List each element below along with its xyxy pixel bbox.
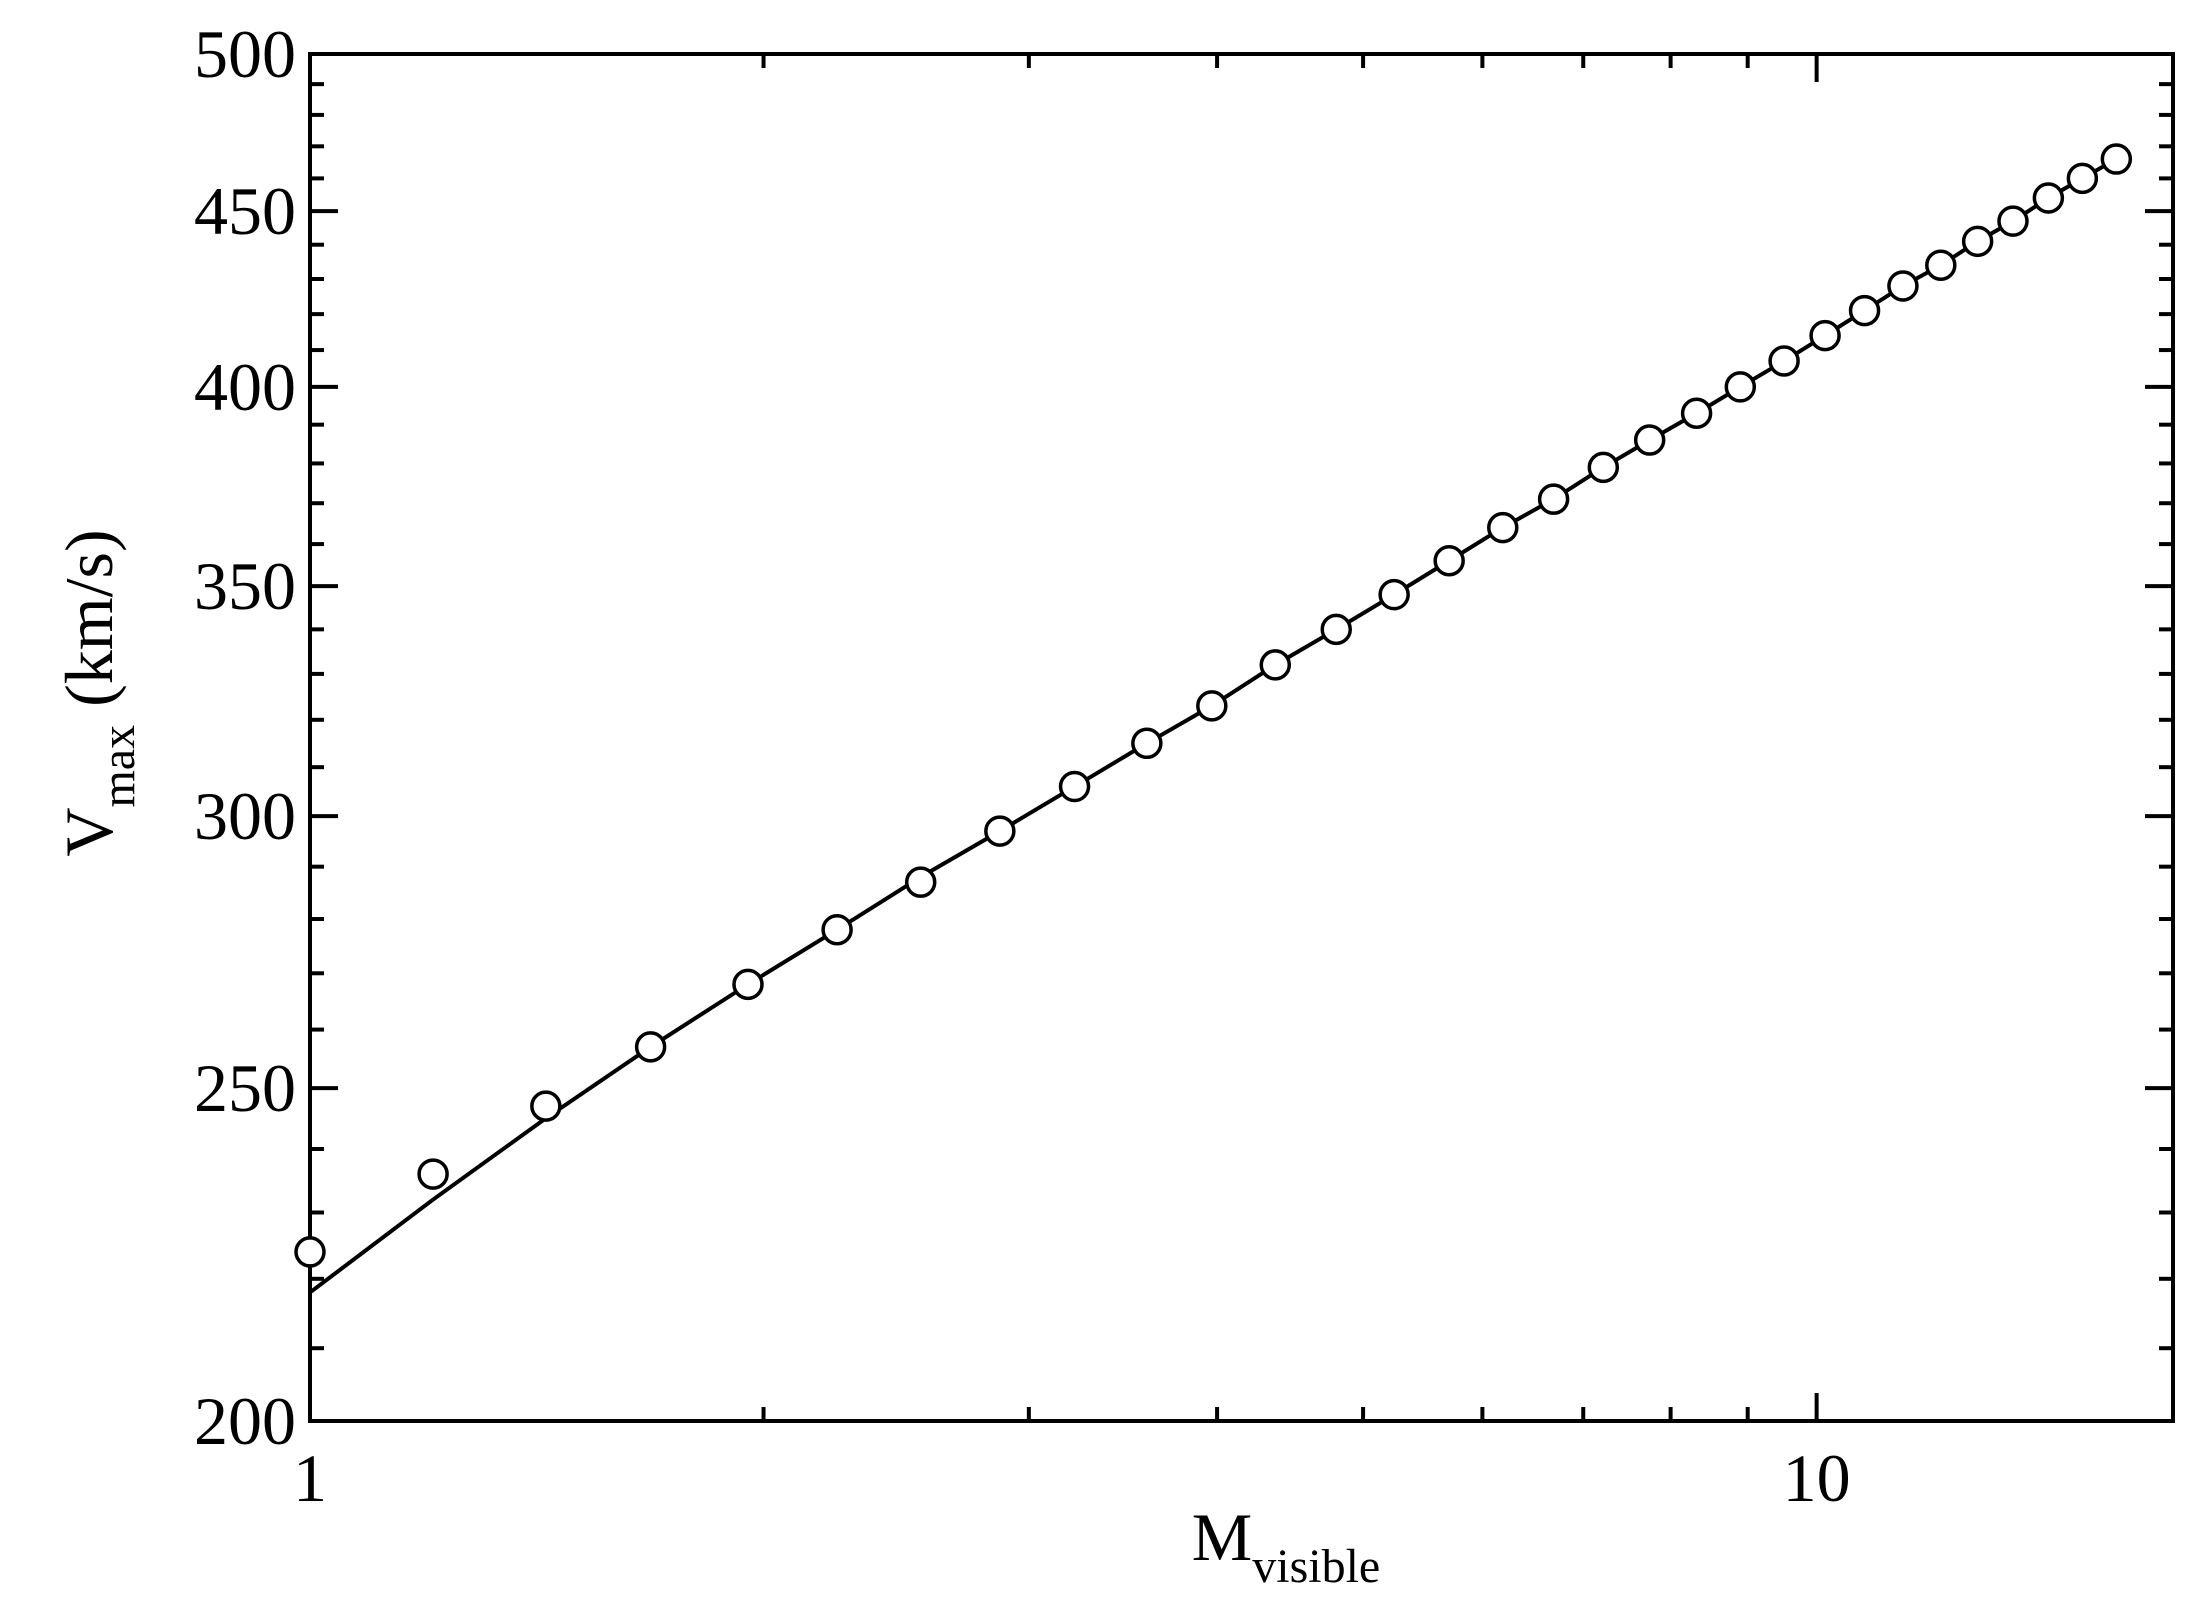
y-label-main: V	[51, 808, 127, 857]
data-point	[294, 1236, 326, 1268]
x-label-sub: visible	[1252, 1540, 1380, 1593]
x-tick-label: 10	[1783, 1440, 1851, 1516]
data-point	[1961, 225, 1994, 258]
data-point	[1196, 690, 1228, 722]
data-point	[417, 1158, 449, 1190]
x-tick-label: 1	[293, 1440, 327, 1516]
data-point	[1925, 249, 1957, 281]
data-point	[1487, 511, 1519, 544]
y-tick-label: 450	[194, 173, 296, 249]
y-tick-label: 300	[194, 778, 296, 854]
data-point	[1633, 424, 1666, 456]
data-point	[732, 968, 764, 1001]
data-point	[634, 1031, 667, 1063]
data-point	[1997, 205, 2029, 237]
data-point	[821, 913, 853, 946]
data-point	[2100, 143, 2133, 175]
data-point	[530, 1090, 562, 1122]
y-tick-label: 350	[194, 548, 296, 624]
data-point	[1259, 649, 1292, 681]
data-point	[1587, 451, 1620, 484]
data-point	[1809, 319, 1841, 352]
data-point	[1680, 397, 1713, 429]
data-point	[1887, 270, 1919, 302]
data-point	[1848, 294, 1881, 327]
data-point	[1378, 578, 1410, 611]
data-point	[1320, 613, 1352, 646]
x-axis-label: Mvisible	[1192, 1499, 1380, 1593]
data-point	[2066, 162, 2099, 195]
data-point	[2032, 182, 2065, 214]
data-point	[1537, 483, 1570, 515]
data-point	[1131, 727, 1163, 760]
data-point	[904, 866, 937, 898]
y-tick-label: 250	[194, 1050, 296, 1126]
fit-line	[308, 157, 2118, 1295]
data-point	[1058, 770, 1091, 803]
y-label-sub: max	[92, 725, 145, 808]
data-point	[1768, 345, 1800, 377]
data-point	[984, 815, 1016, 847]
plot-frame	[308, 52, 2175, 1423]
y-tick-label: 500	[194, 16, 296, 92]
y-label-unit: (km/s)	[51, 529, 127, 707]
x-label-main: M	[1192, 1499, 1252, 1575]
data-point	[1724, 371, 1757, 403]
y-axis-label: Vmax (km/s)	[51, 529, 145, 856]
data-point	[1433, 545, 1465, 577]
y-tick-label: 400	[194, 349, 296, 425]
y-tick-label: 200	[194, 1383, 296, 1459]
